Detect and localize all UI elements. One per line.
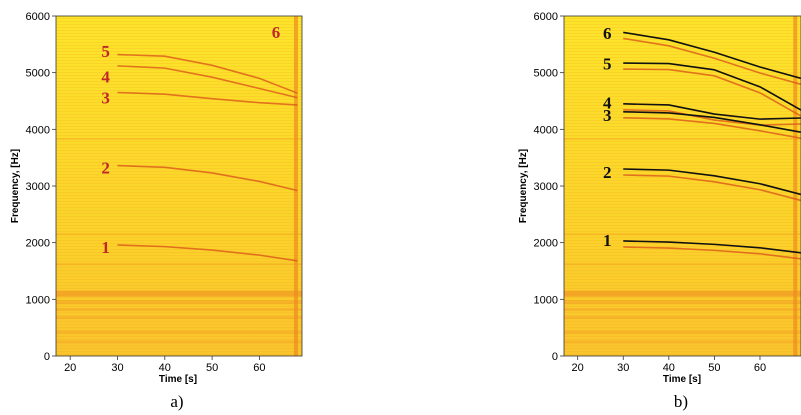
y-tick-label: 4000: [534, 124, 558, 136]
panel-caption-b: b): [674, 392, 688, 411]
x-tick-label: 30: [111, 362, 123, 374]
fit-curve-6: [623, 31, 801, 80]
fit-curve-3: [623, 110, 801, 133]
spectral-band: [56, 340, 302, 344]
mode-label: 5: [101, 42, 110, 61]
x-tick-label: 40: [159, 362, 171, 374]
spectrogram-noise-b: [564, 16, 801, 356]
mode-label: 3: [603, 106, 612, 125]
harmonic-trace: [117, 65, 298, 99]
x-tick-label: 20: [572, 362, 584, 374]
spectral-band: [56, 137, 302, 140]
harmonic-trace: [117, 164, 298, 192]
x-tick-label: 60: [754, 362, 766, 374]
y-tick-label: 0: [552, 351, 558, 363]
mode-label: 4: [603, 94, 612, 113]
harmonic-trace: [623, 174, 801, 202]
y-axis-ticks-a: 0 1000 2000 3000 4000 5000 6000: [26, 11, 56, 363]
y-axis-label-b: Frequency, [Hz]: [518, 149, 529, 223]
fit-curve-2: [623, 168, 801, 196]
mode-label: 2: [101, 158, 110, 177]
y-tick-label: 1000: [26, 294, 50, 306]
x-tick-label: 20: [64, 362, 76, 374]
y-tick-label: 1000: [534, 294, 558, 306]
spectral-band: [564, 233, 801, 236]
x-tick-label: 60: [253, 362, 265, 374]
spectral-band: [56, 233, 302, 236]
mode-label: 6: [603, 24, 612, 43]
x-tick-label: 50: [206, 362, 218, 374]
mode-label: 4: [101, 68, 110, 87]
harmonic-traces-b: [623, 37, 801, 260]
y-tick-label: 4000: [26, 124, 50, 136]
spectral-bands-a: [56, 16, 302, 356]
spectral-band: [564, 300, 801, 305]
x-axis-ticks-a: 20 30 40 50 60: [64, 356, 266, 374]
mode-labels-a: 1 2 3 4 5 6: [101, 23, 280, 257]
harmonic-trace: [117, 244, 298, 262]
y-tick-label: 2000: [534, 238, 558, 250]
y-tick-label: 2000: [26, 238, 50, 250]
y-axis-label-a: Frequency, [Hz]: [10, 149, 21, 223]
fitted-curves-b: [623, 31, 801, 254]
x-axis-ticks-b: 20 30 40 50 60: [572, 356, 766, 374]
fit-curve-5: [623, 62, 801, 111]
spectral-band: [564, 315, 801, 319]
x-axis-label-b: Time [s]: [663, 374, 701, 385]
y-tick-label: 5000: [534, 68, 558, 80]
spectral-band: [564, 290, 801, 297]
spectral-band: [564, 137, 801, 140]
vertical-streak: [793, 16, 798, 356]
spectrogram-noise-a: [56, 16, 302, 356]
spectral-band: [56, 330, 302, 334]
spectrogram-panel-b: 0 1000 2000 3000 4000 5000 6000 20 30 40 50 60 Tim…: [518, 11, 801, 411]
spectral-band: [564, 263, 801, 266]
spectral-band: [56, 263, 302, 266]
mode-label: 1: [101, 238, 110, 257]
x-tick-label: 50: [708, 362, 720, 374]
harmonic-trace: [117, 91, 298, 106]
y-tick-label: 0: [44, 351, 50, 363]
spectral-band: [56, 300, 302, 305]
mode-label: 1: [603, 231, 612, 250]
spectral-band: [564, 340, 801, 344]
harmonic-trace: [117, 53, 298, 94]
vertical-streak: [293, 16, 298, 356]
spectral-bands-b: [564, 16, 801, 356]
y-tick-label: 3000: [534, 181, 558, 193]
spectral-band: [56, 308, 302, 312]
x-axis-label-a: Time [s]: [159, 374, 197, 385]
panel-caption-a: a): [170, 392, 183, 411]
mode-label: 3: [101, 89, 110, 108]
fit-curve-4: [623, 103, 801, 120]
spectral-band: [56, 290, 302, 297]
harmonic-trace: [623, 116, 801, 139]
harmonic-trace: [623, 37, 801, 86]
mode-labels-b: 1 2 34 5 6: [603, 24, 612, 250]
y-tick-label: 6000: [534, 11, 558, 23]
spectral-band: [564, 308, 801, 312]
mode-label: 6: [272, 23, 281, 42]
spectral-band: [564, 330, 801, 334]
harmonic-trace: [623, 68, 801, 117]
harmonic-trace: [623, 246, 801, 260]
x-tick-label: 40: [663, 362, 675, 374]
harmonic-trace: [623, 109, 801, 126]
spectrogram-panel-a: 0 1000 2000 3000 4000 5000 6000 20 30 40 50 60 Tim…: [10, 11, 303, 411]
y-tick-label: 6000: [26, 11, 50, 23]
mode-label: 2: [603, 163, 612, 182]
harmonic-traces-a: [117, 53, 298, 262]
y-axis-ticks-b: 0 1000 2000 3000 4000 5000 6000: [534, 11, 564, 363]
fit-curve-1: [623, 240, 801, 254]
spectral-band: [56, 315, 302, 319]
y-tick-label: 5000: [26, 68, 50, 80]
x-tick-label: 30: [617, 362, 629, 374]
mode-label: 5: [603, 55, 612, 74]
y-tick-label: 3000: [26, 181, 50, 193]
